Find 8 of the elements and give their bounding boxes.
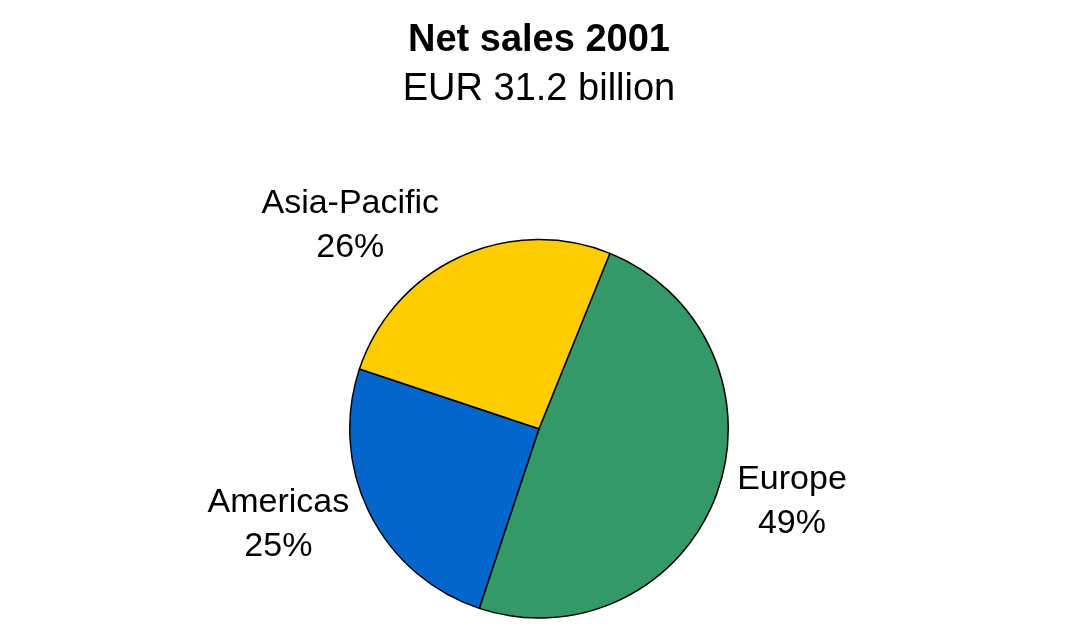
slice-label: Americas <box>207 480 350 519</box>
chart-title: Net sales 2001 <box>408 17 670 60</box>
data-label: 26% <box>316 226 385 265</box>
slice-label: Europe <box>737 457 847 496</box>
data-label: 25% <box>244 524 313 563</box>
data-label: 49% <box>757 502 826 541</box>
slice-label: Asia-Pacific <box>261 182 440 221</box>
chart-subtitle: EUR 31.2 billion <box>402 66 676 109</box>
